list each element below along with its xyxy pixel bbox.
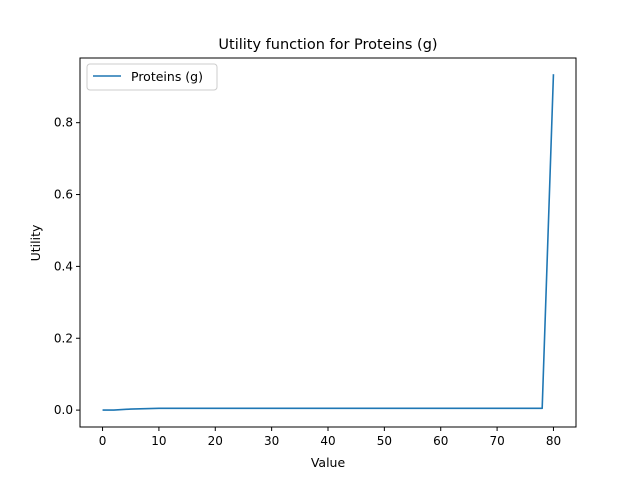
x-tick-label: 80 [546,434,561,448]
x-tick-label: 0 [99,434,107,448]
plot-frame [79,57,577,428]
x-tick-label: 20 [208,434,223,448]
y-tick-label: 0.8 [54,116,73,130]
x-tick-label: 60 [433,434,448,448]
x-tick-label: 50 [377,434,392,448]
plot-area: 0 10 20 30 40 50 60 70 80 0.0 0.2 0.4 0.6 0.8 [54,57,577,448]
x-tick-label: 70 [489,434,504,448]
y-axis-label: Utility [28,224,43,261]
series-lines [102,74,555,411]
y-tick-label: 0.2 [54,331,73,345]
y-tick-label: 0.4 [54,259,73,273]
x-axis-ticks: 0 10 20 30 40 50 60 70 80 [99,427,561,448]
chart-title: Utility function for Proteins (g) [218,37,437,53]
legend-box [86,63,218,91]
legend-entry-label: Proteins (g) [131,69,203,84]
y-axis-ticks: 0.0 0.2 0.4 0.6 0.8 [54,116,80,417]
x-tick-label: 40 [320,434,335,448]
y-tick-label: 0.6 [54,188,73,202]
series-line-0 [102,74,555,411]
x-tick-label: 30 [264,434,279,448]
y-tick-label: 0.0 [54,403,73,417]
x-axis-label: Value [311,455,346,470]
legend: Proteins (g) [86,63,218,91]
x-tick-label: 10 [151,434,166,448]
